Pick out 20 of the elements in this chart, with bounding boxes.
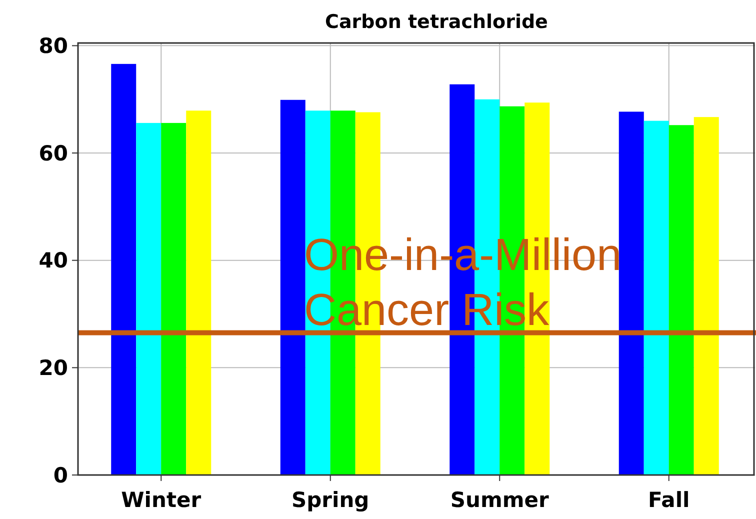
x-tick-label: Summer bbox=[450, 488, 550, 512]
bar bbox=[136, 122, 162, 475]
y-tick-label: 40 bbox=[38, 248, 68, 273]
bar bbox=[111, 64, 136, 475]
bar bbox=[161, 122, 186, 475]
bar bbox=[186, 110, 212, 475]
bar bbox=[694, 117, 719, 475]
chart-title: Carbon tetrachloride bbox=[325, 11, 548, 33]
y-tick-label: 80 bbox=[38, 34, 68, 58]
y-tick-label: 60 bbox=[38, 141, 68, 166]
x-tick-label: Winter bbox=[121, 488, 202, 512]
y-tick-label: 20 bbox=[38, 356, 68, 380]
bar bbox=[668, 125, 694, 475]
bar bbox=[618, 112, 644, 475]
bar bbox=[644, 120, 669, 475]
x-tick-label: Spring bbox=[292, 488, 370, 512]
ref-line-label: One-in-a-Million Cancer Risk bbox=[304, 228, 622, 335]
x-tick-label: Fall bbox=[648, 488, 690, 512]
bar bbox=[280, 100, 306, 475]
y-tick-label: 0 bbox=[53, 463, 68, 488]
